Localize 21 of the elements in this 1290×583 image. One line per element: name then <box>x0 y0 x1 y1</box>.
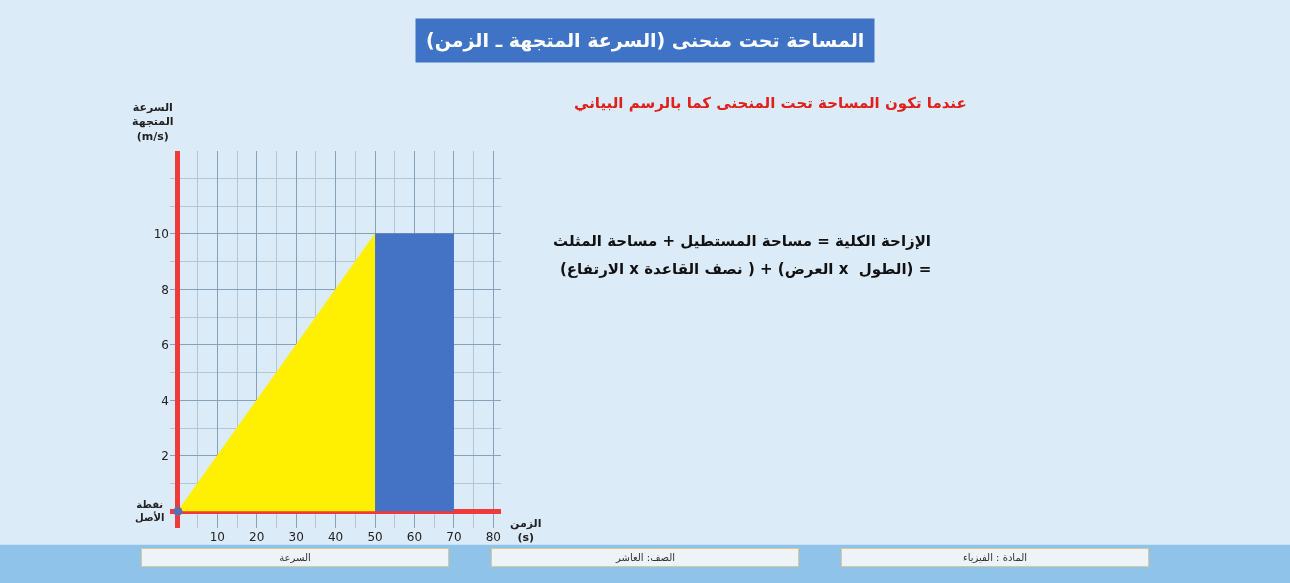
y-tick-label: 8 <box>161 282 169 297</box>
text: = (الطول x العرض) + ( نصف القاعدة x الارتفاع) <box>560 260 932 278</box>
x-tick-label: 30 <box>288 529 304 544</box>
text: عندما تكون المساحة تحت المنحنى كما بالرسم البياني <box>574 94 967 112</box>
x-tick-label: 50 <box>367 529 383 544</box>
y-tick-label: 6 <box>161 338 169 353</box>
annotation: نقطة الأصل <box>135 499 165 523</box>
text: المساحة تحت منحنى (السرعة المتجهة ـ الزمن) <box>426 29 865 52</box>
text: الإزاحة الكلية = مساحة المستطيل + مساحة المثلث <box>553 232 932 250</box>
x-tick-label: 40 <box>327 529 344 544</box>
y-tick-label: 4 <box>161 393 169 408</box>
x-tick-label: 80 <box>485 529 501 544</box>
y-tick-label: 10 <box>153 227 169 242</box>
text: الصف: العاشر <box>615 552 675 563</box>
x-tick-label: 70 <box>446 529 462 544</box>
text: المادة : الفيزياء <box>962 552 1028 563</box>
x-tick-label: 10 <box>209 529 225 544</box>
x-tick-label: 60 <box>406 529 423 544</box>
x-tick-label: 20 <box>249 529 265 544</box>
y-tick-label: 2 <box>161 449 169 464</box>
text: السرعة <box>279 552 311 563</box>
